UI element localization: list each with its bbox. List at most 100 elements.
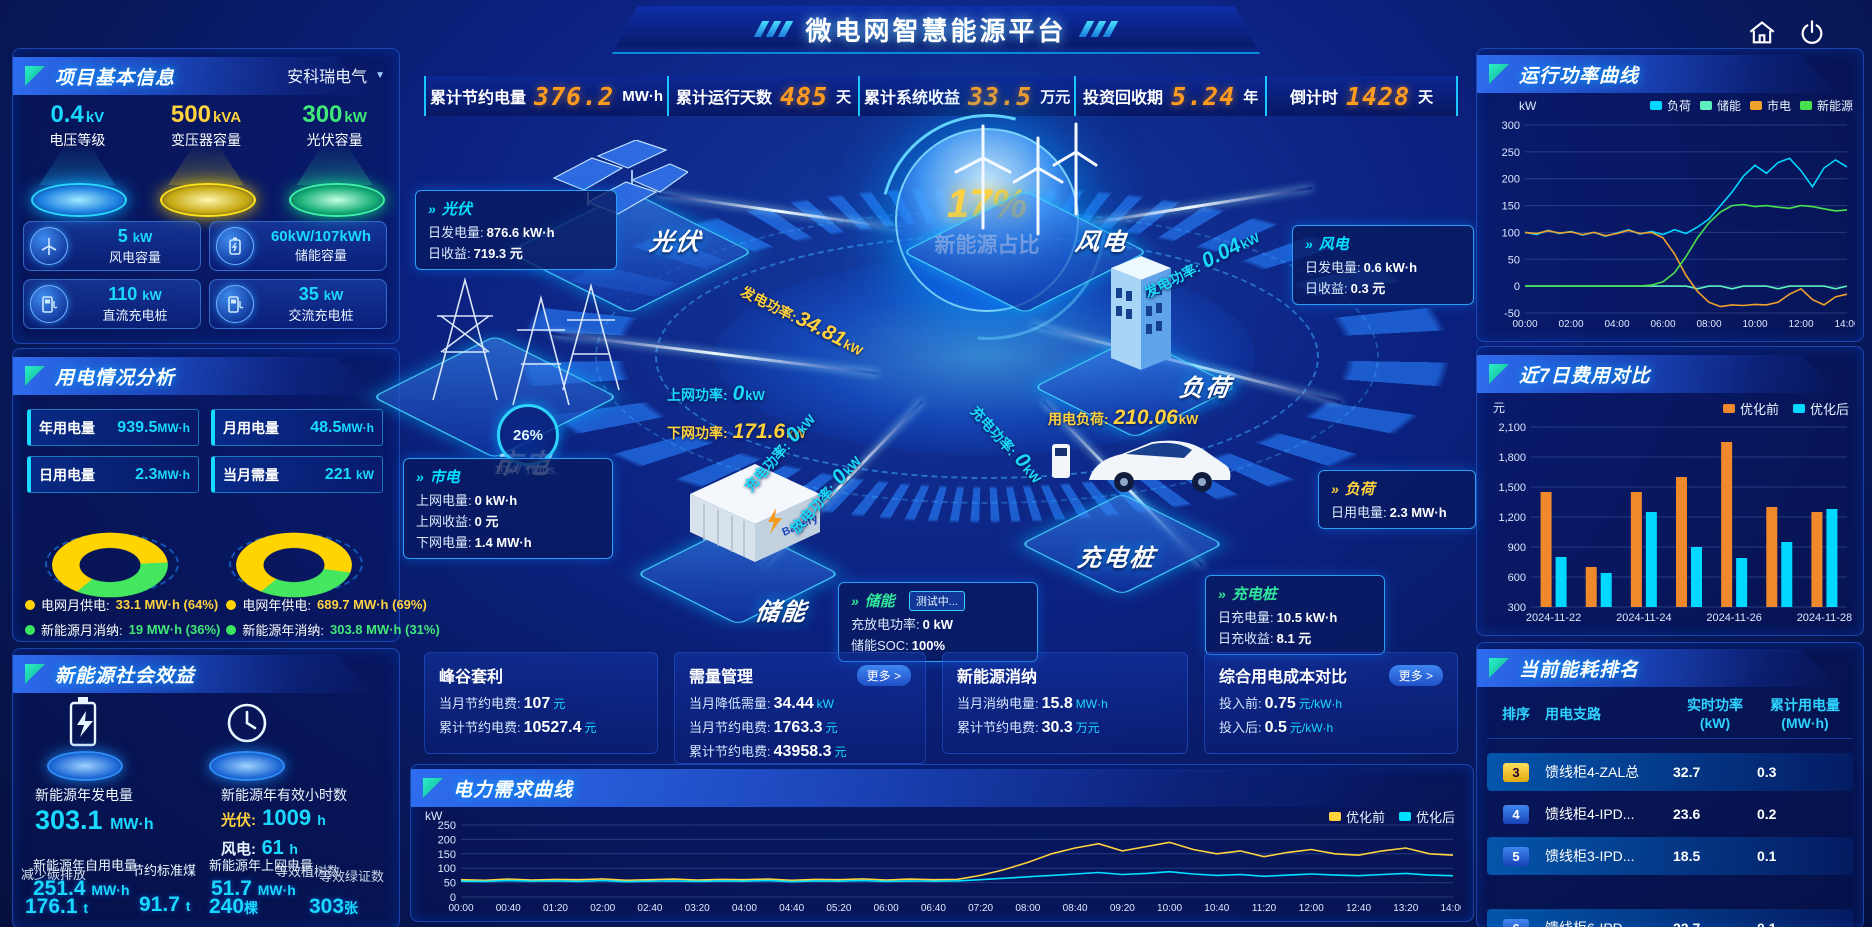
svg-text:2024-11-22: 2024-11-22	[1526, 612, 1581, 624]
table-row: 4 馈线柜4-IPD... 23.6 0.2	[1487, 795, 1853, 833]
legend-chip	[1749, 101, 1762, 110]
generation-pedestal	[43, 695, 123, 781]
stat-month-usage: 月用电量 48.5MW·h	[211, 409, 383, 446]
legend-item[interactable]: 市电	[1749, 97, 1791, 114]
axis-unit: kW	[425, 809, 443, 823]
legend-item[interactable]: 优化后	[1398, 807, 1455, 826]
legend-chip	[25, 599, 35, 610]
legend-chip	[1649, 101, 1662, 110]
axis-unit: 元	[1493, 401, 1506, 415]
stat-year-usage: 年用电量 939.5MW·h	[27, 409, 199, 446]
legend-renew-year: 新能源年消纳: 303.8 MW·h (31%)	[226, 620, 440, 639]
dc-charger-icon	[30, 285, 68, 323]
svg-text:150: 150	[1502, 201, 1520, 213]
demand-chart[interactable]: 250 200 150 100 50 0 00:00 00:40 01:20 02:00 02:40…	[421, 817, 1466, 915]
more-button[interactable]: 更多 >	[856, 664, 911, 686]
legend-item[interactable]: 优化后	[1792, 399, 1849, 418]
legend-chip	[1699, 101, 1712, 110]
infobox-load: » 负荷 日用电量: 2.3 MW·h	[1318, 470, 1476, 529]
hours-wind: 风电: 61 h	[221, 837, 298, 859]
infobox-pv: » 光伏 日发电量: 876.6 kW·h 日收益: 719.3 元	[415, 190, 617, 270]
legend-chip	[25, 624, 35, 635]
svg-text:1,500: 1,500	[1498, 482, 1526, 494]
rank-badge: 5	[1503, 846, 1529, 866]
node-label-charger: 充电桩	[1075, 545, 1158, 572]
company-dropdown-value: 安科瑞电气	[287, 69, 368, 86]
glow-disc	[31, 183, 128, 217]
donut-month	[35, 507, 185, 603]
svg-text:200: 200	[1502, 174, 1520, 186]
infobox-wind: » 风电 日发电量: 0.6 kW·h 日收益: 0.3 元	[1292, 225, 1474, 305]
battery-bolt-icon	[69, 697, 97, 747]
clock-icon	[227, 703, 267, 743]
arrow-icon: »	[1218, 585, 1226, 602]
svg-text:150: 150	[438, 849, 456, 861]
home-button[interactable]	[1744, 16, 1780, 50]
wind-turbines-icon	[954, 122, 1098, 236]
legend-item[interactable]: 优化前	[1722, 399, 1779, 418]
hours-pedestal	[205, 695, 285, 781]
pedestal-row: 0.4 kV 电压等级 500 kVA 变压器容量 300 kW 光伏容量	[13, 101, 399, 219]
svg-text:100: 100	[1502, 227, 1520, 239]
legend-item[interactable]: 优化前	[1328, 807, 1385, 826]
card-dc-charger: 110 kW 直流充电桩	[23, 279, 201, 329]
power-towers-icon	[432, 276, 620, 406]
battery-container-icon: Battery	[690, 464, 821, 562]
card-cost-comparison: 综合用电成本对比 更多 > 投入前: 0.75 元/kW·h 投入后: 0.5 元/kW…	[1204, 652, 1458, 754]
legend-chip	[1398, 812, 1411, 821]
legend-item[interactable]: 储能	[1699, 97, 1741, 114]
svg-text:250: 250	[1502, 147, 1520, 159]
flow-grid-draw-power: 下网功率: 171.6kW	[667, 420, 806, 443]
panel-title: 新能源社会效益	[55, 665, 196, 687]
battery-icon	[216, 227, 254, 265]
legend-item[interactable]: 负荷	[1649, 97, 1691, 114]
svg-text:02:40: 02:40	[637, 903, 662, 914]
gen-value: 303.1 MW·h	[35, 805, 154, 835]
donut-year	[219, 507, 369, 603]
panel-title: 当前能耗排名	[1519, 659, 1640, 681]
hours-label: 新能源年有效小时数	[221, 787, 347, 803]
svg-text:00:00: 00:00	[1512, 319, 1537, 330]
svg-text:04:00: 04:00	[1604, 319, 1629, 330]
pedestal-voltage-level: 0.4 kV 电压等级	[17, 101, 137, 219]
power-button[interactable]	[1794, 16, 1830, 50]
panel-header: 新能源社会效益	[13, 655, 376, 693]
light-cone	[296, 147, 373, 185]
card-peak-valley-arbitrage: 峰谷套利 当月节约电费: 107 元 累计节约电费: 10527.4 元	[424, 652, 658, 754]
svg-text:250: 250	[438, 820, 456, 832]
panel-title: 电力需求曲线	[453, 779, 574, 801]
svg-text:08:00: 08:00	[1696, 319, 1721, 330]
svg-text:08:40: 08:40	[1063, 903, 1088, 914]
benefit-glitch-stats: 新能源年自用电量 减少碳排放 节约标准煤 新能源年上网电量 等效植树数 等效绿证…	[21, 858, 385, 918]
app-title-banner: 微电网智慧能源平台	[612, 6, 1260, 54]
cost-chart[interactable]: 2,100 1,800 1,500 1,200 900 600 300 2024-11-22 2…	[1485, 419, 1855, 625]
company-dropdown[interactable]: 安科瑞电气 ▼	[287, 63, 385, 87]
legend-grid-month: 电网月供电: 33.1 MW·h (64%)	[25, 595, 220, 614]
arrow-icon: »	[851, 592, 859, 609]
panel-project-info: 项目基本信息 安科瑞电气 ▼ 0.4 kV 电压等级 500 kVA 变压器容量 3…	[12, 48, 400, 344]
legend-chip	[226, 599, 237, 610]
table-row: 5 馈线柜3-IPD... 18.5 0.1	[1487, 837, 1853, 875]
panel-title: 运行功率曲线	[1519, 65, 1640, 87]
legend-chip	[1722, 404, 1735, 413]
pedestal-transformer-capacity: 500 kVA 变压器容量	[146, 101, 266, 219]
svg-text:12:40: 12:40	[1346, 903, 1371, 914]
legend-grid-year: 电网年供电: 689.7 MW·h (69%)	[226, 595, 439, 614]
svg-text:00:40: 00:40	[496, 903, 521, 914]
svg-text:02:00: 02:00	[1558, 319, 1583, 330]
testing-tag: 测试中...	[908, 590, 965, 611]
usage-legend: 电网月供电: 33.1 MW·h (64%) 新能源月消纳: 19 MW·h (36…	[25, 595, 440, 639]
light-cone	[39, 147, 116, 185]
svg-text:13:20: 13:20	[1393, 903, 1418, 914]
solar-panels-icon	[552, 140, 688, 215]
panel-header: 电力需求曲线	[411, 769, 1440, 807]
legend-item[interactable]: 新能源	[1799, 97, 1853, 114]
power-chart[interactable]: 300 250 200 150 100 50 0 -50 00:00 02:00 04:00 06:0…	[1485, 117, 1860, 331]
svg-text:200: 200	[438, 834, 456, 846]
legend-chip	[1799, 101, 1812, 110]
table-row: 6 馈线柜6-IPD 22.7 0.1	[1487, 909, 1853, 927]
more-button[interactable]: 更多 >	[1388, 664, 1443, 686]
svg-text:06:40: 06:40	[921, 903, 946, 914]
svg-text:1,800: 1,800	[1498, 452, 1526, 464]
svg-text:00:00: 00:00	[448, 903, 473, 914]
